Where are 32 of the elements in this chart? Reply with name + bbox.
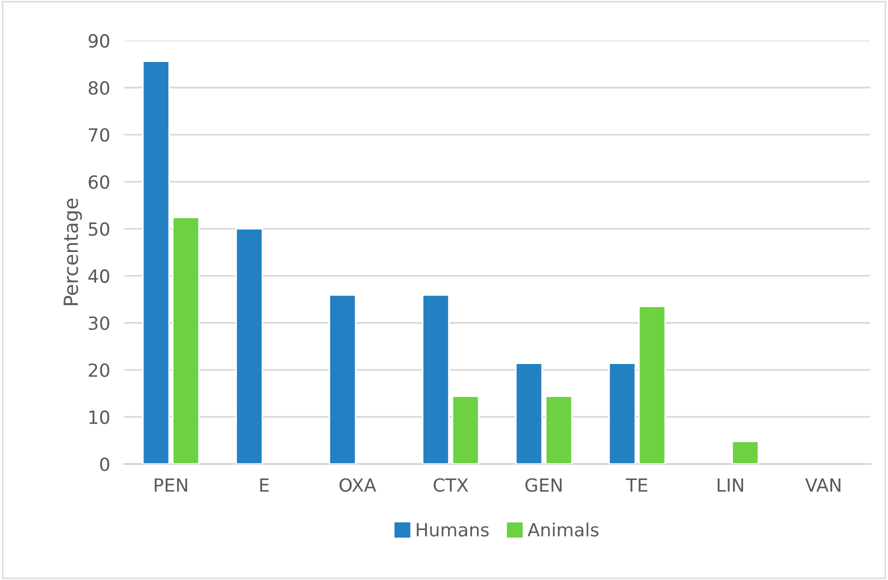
y-tick-label: 70 <box>88 128 110 142</box>
y-tick-label: 0 <box>100 457 110 472</box>
bar <box>452 396 480 464</box>
bar <box>236 228 264 464</box>
y-tick-label: 40 <box>88 269 110 283</box>
x-tick-label: TE <box>626 478 648 492</box>
x-tick-label: VAN <box>805 478 840 492</box>
legend-label: Animals <box>528 522 598 537</box>
x-tick-label: PEN <box>154 478 188 492</box>
y-tick-label: 30 <box>88 316 110 330</box>
bar <box>422 294 450 464</box>
y-tick-label: 80 <box>88 81 110 95</box>
bar <box>545 396 573 464</box>
y-tick-label: 50 <box>88 222 110 236</box>
x-tick-label: CTX <box>434 478 468 492</box>
x-tick-label: E <box>260 478 269 492</box>
bar <box>328 294 356 464</box>
y-axis-title: Percentage <box>64 198 82 306</box>
x-tick-label: OXA <box>340 478 376 492</box>
bar <box>638 306 666 464</box>
x-tick-label: LIN <box>718 478 744 492</box>
bar <box>142 60 170 464</box>
legend-label: Humans <box>416 523 489 537</box>
bar <box>608 362 636 464</box>
y-tick-label: 90 <box>88 34 110 48</box>
y-tick-label: 20 <box>88 363 110 378</box>
x-tick-label: GEN <box>525 478 562 492</box>
bar <box>515 362 543 464</box>
bar <box>732 440 760 464</box>
y-tick-label: 10 <box>89 410 110 424</box>
bar <box>172 216 200 464</box>
y-tick-label: 60 <box>88 175 110 189</box>
